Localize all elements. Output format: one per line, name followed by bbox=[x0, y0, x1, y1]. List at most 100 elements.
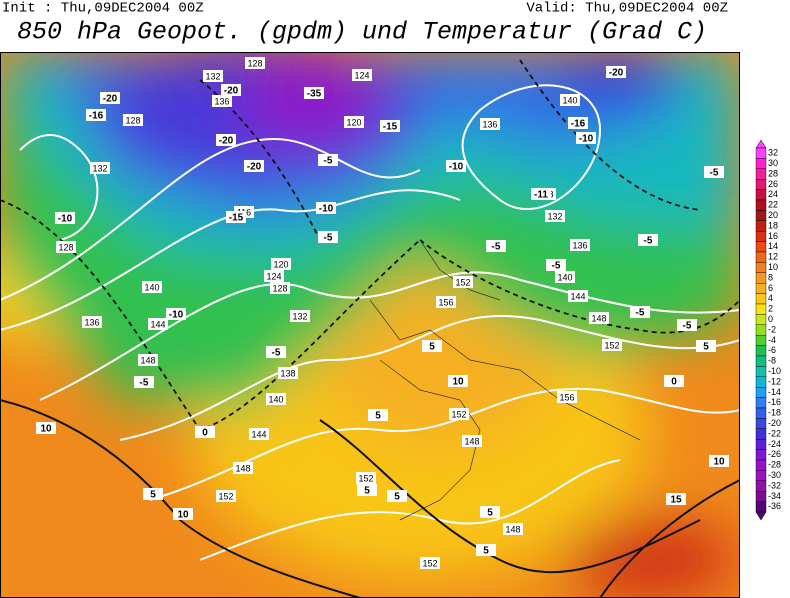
temperature-label-box bbox=[677, 319, 697, 331]
colorbar-swatch bbox=[755, 439, 767, 450]
colorbar-swatch bbox=[755, 241, 767, 253]
height-label: 156 bbox=[559, 392, 574, 402]
height-label: 132 bbox=[92, 163, 107, 173]
height-label-box bbox=[82, 316, 102, 328]
colorbar-swatch bbox=[755, 251, 767, 263]
temperature-label-box bbox=[480, 506, 500, 518]
height-label-box bbox=[233, 462, 253, 474]
height-label: 152 bbox=[455, 277, 470, 287]
height-label-box bbox=[480, 118, 500, 130]
height-label-box bbox=[449, 408, 469, 420]
temperature-label-box bbox=[166, 308, 186, 320]
temperature-label-box bbox=[36, 422, 56, 434]
height-label: 140 bbox=[557, 272, 572, 282]
colorbar-top-arrow bbox=[755, 139, 767, 149]
height-label: 136 bbox=[214, 96, 229, 106]
colorbar-swatch bbox=[755, 230, 767, 242]
temperature-label: -5 bbox=[492, 242, 501, 253]
colorbar-swatch bbox=[755, 147, 767, 159]
colorbar-swatch bbox=[755, 314, 767, 325]
temperature-label: -16 bbox=[571, 119, 586, 130]
height-label: 132 bbox=[292, 311, 307, 321]
temperature-label-box bbox=[448, 375, 468, 387]
height-label: 120 bbox=[346, 117, 361, 127]
colorbar-swatch bbox=[755, 168, 767, 180]
valid-time: Valid: Thu,09DEC2004 00Z bbox=[526, 1, 728, 17]
colorbar-label: -32 bbox=[768, 480, 781, 490]
temperature-label-box bbox=[531, 188, 551, 200]
colorbar-swatch bbox=[755, 158, 767, 169]
temperature-label: 5 bbox=[394, 492, 400, 503]
height-label-box bbox=[453, 276, 473, 288]
temperature-label: -11 bbox=[534, 190, 548, 201]
height-label: 144 bbox=[150, 319, 165, 329]
colorbar-swatch bbox=[755, 459, 767, 471]
colorbar-label: -8 bbox=[768, 356, 776, 366]
temperature-label-box bbox=[318, 154, 338, 166]
temperature-label: 10 bbox=[177, 510, 189, 521]
temperature-label: -16 bbox=[89, 111, 104, 122]
height-label-box bbox=[203, 70, 223, 82]
colorbar-label: -22 bbox=[768, 428, 781, 438]
height-label-box bbox=[278, 367, 298, 379]
colorbar-swatch bbox=[755, 449, 767, 461]
temperature-label: -5 bbox=[272, 348, 281, 359]
temperature-label: 5 bbox=[487, 508, 493, 519]
temperature-label-box bbox=[387, 490, 407, 502]
height-label: 128 bbox=[125, 115, 140, 125]
height-label-box bbox=[138, 354, 158, 366]
temperature-label: 5 bbox=[483, 546, 489, 557]
colorbar-label: 4 bbox=[768, 293, 773, 303]
temperature-label: -5 bbox=[644, 236, 653, 247]
height-label: 132 bbox=[205, 71, 220, 81]
temperature-label: 5 bbox=[150, 490, 156, 501]
temperature-label: -5 bbox=[324, 233, 333, 244]
colorbar-label: 16 bbox=[768, 231, 778, 241]
temperature-label-box bbox=[318, 231, 338, 243]
temperature-label-box bbox=[368, 409, 388, 421]
temperature-label-box bbox=[486, 240, 506, 252]
height-label-box bbox=[90, 162, 110, 174]
temperature-label-box bbox=[576, 132, 596, 144]
colorbar-swatch bbox=[755, 293, 767, 305]
colorbar-swatch bbox=[755, 407, 767, 419]
temperature-label-box bbox=[266, 346, 286, 358]
colorbar-label: 0 bbox=[768, 314, 773, 324]
height-label: 144 bbox=[251, 429, 266, 439]
height-label-box bbox=[436, 296, 456, 308]
height-label-box bbox=[352, 69, 372, 81]
colorbar-swatch bbox=[755, 418, 767, 429]
temperature-label-box bbox=[195, 426, 215, 438]
height-label-box bbox=[264, 270, 284, 282]
colorbar-label: 10 bbox=[768, 262, 778, 272]
temperature-label: -5 bbox=[636, 308, 645, 319]
height-label-box bbox=[420, 557, 440, 569]
temperature-label: 15 bbox=[670, 495, 682, 506]
height-label-box bbox=[290, 310, 310, 322]
height-label: 148 bbox=[235, 463, 250, 473]
temperature-label: -10 bbox=[58, 214, 73, 225]
temperature-label-box bbox=[100, 92, 120, 104]
colorbar-label: 2 bbox=[768, 304, 773, 314]
temperature-label-box bbox=[143, 488, 163, 500]
colorbar-label: -24 bbox=[768, 439, 781, 449]
temperature-label-box bbox=[216, 134, 236, 146]
colorbar-bottom-arrow bbox=[755, 511, 767, 521]
height-label: 124 bbox=[354, 70, 369, 80]
temperature-label-box bbox=[666, 493, 686, 505]
temperature-label: -10 bbox=[449, 162, 464, 173]
height-label-box bbox=[216, 490, 236, 502]
height-label: 152 bbox=[422, 558, 437, 568]
temperature-label-box bbox=[638, 234, 658, 246]
colorbar-swatch bbox=[755, 210, 767, 221]
colorbar-swatch bbox=[755, 366, 767, 377]
height-label: 128 bbox=[58, 242, 73, 252]
height-label-box bbox=[249, 428, 269, 440]
height-label-box bbox=[142, 281, 162, 293]
colorbar-swatch bbox=[755, 324, 767, 336]
colorbar-label: 8 bbox=[768, 272, 773, 282]
temperature-label-box bbox=[173, 508, 193, 520]
temperature-label-box bbox=[704, 166, 724, 178]
colorbar-swatch bbox=[755, 262, 767, 273]
init-time: Init : Thu,09DEC2004 00Z bbox=[2, 1, 204, 17]
